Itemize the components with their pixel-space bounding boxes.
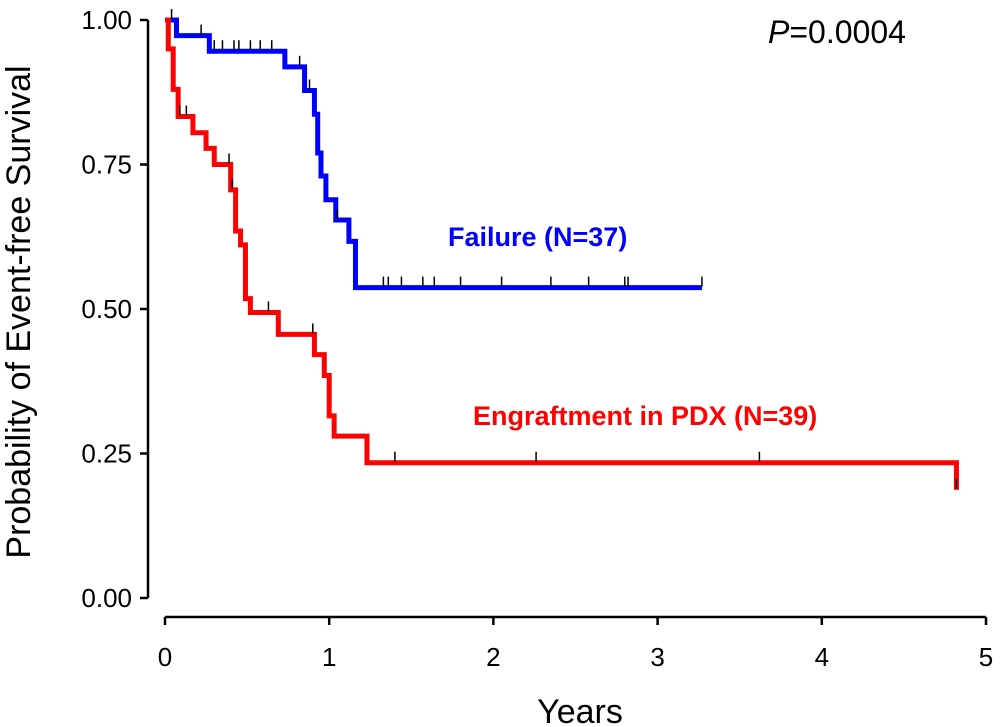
x-tick-label: 5 [979, 642, 993, 672]
p-value-text: =0.0004 [789, 14, 906, 50]
series-layer [165, 9, 959, 490]
x-axis-title: Years [537, 693, 623, 727]
series-0 [165, 9, 703, 291]
y-axis-title: Probability of Event-free Survival [0, 65, 38, 558]
y-tick-label: 1.00 [81, 5, 132, 35]
km-curve-line [165, 17, 959, 490]
y-tick-label: 0.50 [81, 294, 132, 324]
p-value-prefix: P [768, 14, 790, 50]
p-value-annotation: P=0.0004 [768, 14, 906, 50]
x-tick-label: 1 [322, 642, 336, 672]
x-tick-label: 2 [486, 642, 500, 672]
y-tick-label: 0.00 [81, 583, 132, 613]
series-1 [165, 17, 959, 490]
y-tick-label: 0.25 [81, 439, 132, 469]
series-label-engraftment: Engraftment in PDX (N=39) [473, 401, 817, 431]
series-label-failure: Failure (N=37) [448, 222, 627, 252]
km-curve-line [165, 17, 702, 291]
x-ticks: 0 1 2 3 4 5 [158, 617, 993, 672]
x-tick-label: 4 [815, 642, 829, 672]
y-ticks: 0.00 0.25 0.50 0.75 1.00 [81, 5, 148, 613]
y-tick-label: 0.75 [81, 150, 132, 180]
x-tick-label: 3 [650, 642, 664, 672]
x-tick-label: 0 [158, 642, 172, 672]
axes: 0.00 0.25 0.50 0.75 1.00 0 1 2 3 4 5 [81, 5, 993, 672]
